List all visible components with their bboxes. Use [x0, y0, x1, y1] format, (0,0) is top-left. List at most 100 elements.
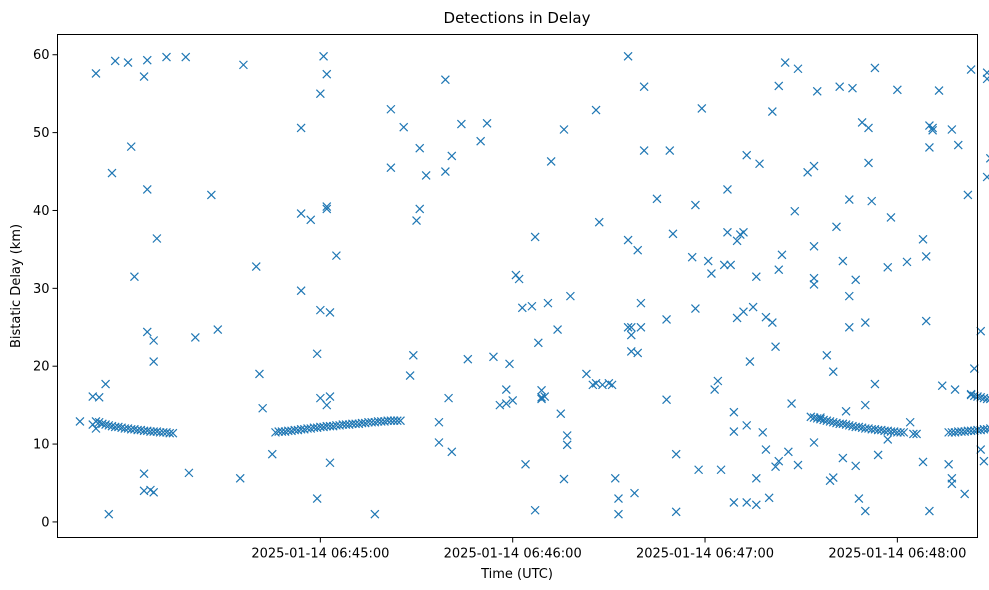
data-point — [607, 380, 617, 390]
data-point — [809, 438, 819, 447]
data-point — [142, 327, 152, 337]
data-point — [146, 427, 155, 437]
data-point — [255, 369, 264, 379]
data-point — [844, 291, 854, 301]
data-point — [924, 142, 934, 152]
data-point — [190, 332, 200, 342]
data-point — [107, 168, 117, 178]
data-point — [331, 251, 341, 261]
data-point — [835, 82, 845, 92]
data-point — [751, 473, 761, 483]
data-point — [386, 163, 396, 173]
data-point — [860, 318, 870, 328]
data-point — [389, 416, 399, 426]
data-point — [338, 420, 348, 430]
data-point — [982, 394, 989, 404]
data-point — [969, 364, 979, 373]
data-point — [694, 465, 704, 475]
data-point — [312, 349, 322, 359]
data-point — [761, 445, 771, 454]
x-tick-label: 2025-01-14 06:45:00 — [251, 547, 389, 562]
data-point — [505, 359, 514, 369]
data-point — [937, 381, 947, 391]
data-point — [319, 51, 328, 61]
data-point — [767, 107, 777, 117]
data-point — [614, 509, 623, 519]
data-point — [742, 150, 752, 160]
data-point — [780, 58, 790, 67]
data-point — [463, 354, 473, 364]
data-point — [104, 509, 114, 519]
y-tick-label: 0 — [41, 515, 49, 530]
data-point — [886, 213, 896, 222]
data-point — [639, 146, 649, 155]
data-point — [944, 427, 954, 437]
data-point — [963, 190, 973, 200]
y-axis: 0 10 20 30 40 50 60 — [33, 48, 58, 530]
data-point — [883, 262, 893, 272]
data-point — [985, 394, 989, 404]
data-point — [870, 63, 880, 73]
data-point — [809, 161, 819, 171]
data-point — [392, 416, 402, 426]
data-point — [745, 357, 755, 366]
data-point — [652, 194, 662, 204]
data-point — [440, 75, 450, 85]
data-point — [950, 385, 960, 394]
data-point — [396, 416, 405, 426]
x-axis: 2025-01-14 06:45:00 2025-01-14 06:46:00 20… — [251, 537, 966, 562]
data-point — [130, 272, 139, 282]
data-point — [976, 445, 986, 454]
y-tick-label: 40 — [33, 204, 50, 219]
data-point — [434, 417, 444, 427]
data-point — [594, 217, 604, 227]
data-point — [322, 421, 332, 431]
data-point — [908, 429, 918, 439]
y-tick-label: 30 — [33, 282, 50, 297]
data-point — [610, 473, 620, 483]
data-point — [146, 485, 155, 495]
data-point — [633, 245, 643, 255]
data-point — [723, 185, 732, 194]
data-point — [139, 72, 149, 81]
y-tick-label: 50 — [33, 126, 50, 141]
data-point — [537, 392, 546, 402]
data-point — [982, 74, 989, 84]
data-point — [440, 167, 450, 176]
data-point — [751, 272, 761, 282]
chart-title: Detections in Delay — [444, 9, 591, 27]
data-point — [860, 506, 870, 516]
data-point — [774, 81, 784, 91]
data-point — [235, 473, 245, 483]
data-point — [482, 118, 492, 128]
data-point — [838, 453, 848, 463]
data-point — [415, 204, 425, 214]
data-point — [828, 367, 838, 377]
data-point — [501, 385, 511, 394]
data-point — [152, 234, 162, 243]
data-point — [591, 105, 601, 115]
data-point — [347, 419, 357, 429]
data-point — [325, 458, 335, 468]
data-point — [985, 153, 989, 163]
data-point — [447, 447, 457, 457]
data-point — [742, 420, 752, 430]
data-point — [758, 427, 768, 437]
data-point — [447, 151, 457, 161]
data-point — [755, 159, 764, 169]
data-point — [662, 315, 671, 324]
data-point — [91, 424, 101, 433]
data-point — [777, 250, 787, 260]
data-point — [979, 456, 989, 466]
data-point — [456, 119, 466, 129]
data-point — [296, 286, 306, 296]
data-point — [405, 371, 415, 380]
data-point — [386, 104, 396, 114]
data-point — [899, 427, 909, 437]
data-point — [902, 257, 912, 267]
data-point — [729, 498, 739, 507]
data-point — [844, 322, 854, 332]
data-point — [947, 479, 957, 489]
data-point — [94, 392, 104, 402]
data-point — [412, 216, 421, 226]
